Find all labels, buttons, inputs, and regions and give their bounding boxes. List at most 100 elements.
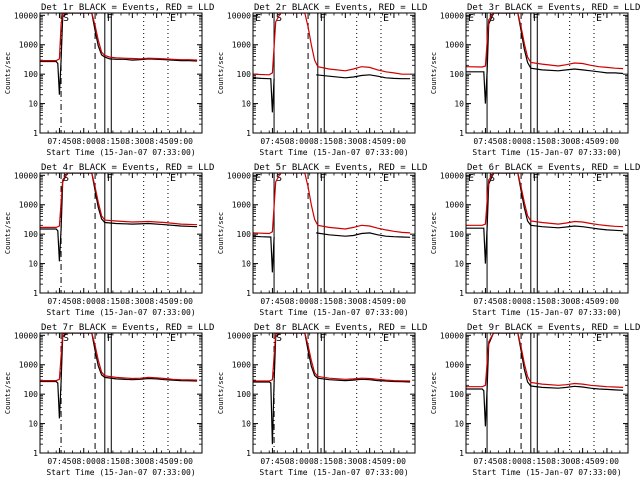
events-series-line (40, 333, 198, 419)
marker-label: S (489, 173, 495, 184)
x-tick-label: 08:15 (309, 137, 333, 146)
y-tick-label: 10000 (14, 331, 38, 340)
x-tick-label: 09:00 (595, 297, 619, 306)
plot-frame (39, 172, 203, 294)
lld-series-line (40, 173, 198, 228)
y-tick-label: 10000 (14, 11, 38, 20)
plot-frame (252, 12, 416, 134)
y-tick-label: 100 (450, 390, 465, 399)
y-tick-label: 10 (454, 420, 464, 429)
y-axis-label: Counts/sec (217, 372, 225, 414)
chart-title: Det 3r BLACK = Events, RED = LLD (467, 3, 640, 13)
events-series-line (40, 13, 198, 95)
chart-title: Det 8r BLACK = Events, RED = LLD (254, 323, 427, 333)
marker-label: F (107, 173, 113, 184)
x-tick-label: 08:45 (145, 297, 169, 306)
y-tick-label: 1 (459, 449, 464, 458)
y-tick-label: 10 (28, 260, 38, 269)
x-axis-label: Start Time (15-Jan-07 07:33:00) (259, 308, 408, 317)
y-tick-label: 100 (24, 390, 39, 399)
events-series-line (466, 13, 624, 104)
y-tick-label: 1000 (445, 361, 464, 370)
x-tick-label: 09:00 (382, 457, 406, 466)
y-axis-label: Counts/sec (4, 372, 12, 414)
x-tick-label: 09:00 (169, 137, 193, 146)
x-tick-label: 08:30 (546, 457, 570, 466)
lld-series-line (253, 13, 411, 76)
marker-label: E (383, 333, 389, 344)
marker-label: S (276, 333, 282, 344)
events-series-line (253, 333, 411, 445)
y-axis-label: Counts/sec (217, 52, 225, 94)
y-tick-label: 10000 (440, 171, 464, 180)
x-axis-label: Start Time (15-Jan-07 07:33:00) (259, 468, 408, 477)
y-tick-label: 10 (241, 260, 251, 269)
marker-label: S (489, 13, 495, 24)
y-tick-label: 1 (246, 449, 251, 458)
plot-frame (252, 332, 416, 454)
plot-frame (465, 332, 629, 454)
x-tick-label: 08:15 (522, 457, 546, 466)
events-series-line (40, 173, 198, 262)
x-tick-label: 07:45 (260, 297, 284, 306)
marker-label: E (468, 173, 474, 184)
y-tick-label: 1 (459, 289, 464, 298)
y-tick-label: 100 (450, 70, 465, 79)
chart-title: Det 2r BLACK = Events, RED = LLD (254, 3, 427, 13)
x-tick-label: 08:45 (571, 137, 595, 146)
y-axis-label: Counts/sec (4, 52, 12, 94)
marker-label: E (170, 13, 176, 24)
x-tick-label: 08:45 (571, 457, 595, 466)
events-series-line (253, 232, 411, 273)
marker-label: E (170, 333, 176, 344)
x-tick-label: 09:00 (595, 457, 619, 466)
x-axis-label: Start Time (15-Jan-07 07:33:00) (46, 468, 195, 477)
y-tick-label: 100 (237, 230, 252, 239)
x-tick-label: 08:45 (358, 297, 382, 306)
x-tick-label: 08:30 (333, 297, 357, 306)
chart-panel-8: Det 8r BLACK = Events, RED = LLD Counts/s… (217, 323, 427, 477)
chart-panel-6: Det 6r BLACK = Events, RED = LLD Counts/s… (430, 163, 640, 317)
marker-label: E (255, 13, 261, 24)
x-tick-label: 07:45 (260, 457, 284, 466)
y-axis-label: Counts/sec (430, 212, 438, 254)
x-tick-label: 08:45 (358, 137, 382, 146)
y-tick-label: 1000 (232, 41, 251, 50)
x-axis-label: Start Time (15-Jan-07 07:33:00) (472, 468, 621, 477)
chart-panel-7: Det 7r BLACK = Events, RED = LLD Counts/s… (4, 323, 214, 477)
y-tick-label: 10000 (227, 11, 251, 20)
marker-label: S (63, 333, 69, 344)
x-tick-label: 08:30 (333, 457, 357, 466)
marker-label: E (255, 173, 261, 184)
x-tick-label: 07:45 (47, 457, 71, 466)
chart-title: Det 7r BLACK = Events, RED = LLD (41, 323, 214, 333)
y-tick-label: 10 (241, 100, 251, 109)
x-tick-label: 09:00 (169, 457, 193, 466)
x-tick-label: 08:15 (309, 297, 333, 306)
y-tick-label: 100 (450, 230, 465, 239)
x-tick-label: 07:45 (473, 457, 497, 466)
x-tick-label: 08:15 (96, 457, 120, 466)
y-tick-label: 1000 (445, 41, 464, 50)
marker-label: F (320, 333, 326, 344)
marker-label: E (596, 173, 602, 184)
x-axis-label: Start Time (15-Jan-07 07:33:00) (472, 148, 621, 157)
y-axis-label: Counts/sec (217, 212, 225, 254)
x-tick-label: 08:00 (72, 137, 96, 146)
x-tick-label: 08:45 (358, 457, 382, 466)
y-axis-label: Counts/sec (430, 52, 438, 94)
marker-label: F (320, 13, 326, 24)
lld-series-line (253, 173, 411, 235)
x-tick-label: 08:30 (546, 297, 570, 306)
y-tick-label: 10000 (440, 11, 464, 20)
x-tick-label: 07:45 (473, 297, 497, 306)
y-tick-label: 1000 (19, 41, 38, 50)
x-tick-label: 08:00 (498, 457, 522, 466)
x-axis-label: Start Time (15-Jan-07 07:33:00) (46, 148, 195, 157)
x-tick-label: 08:30 (120, 297, 144, 306)
x-tick-label: 08:45 (145, 457, 169, 466)
lld-series-line (466, 173, 624, 228)
marker-label: E (596, 13, 602, 24)
lld-series-line (466, 13, 624, 70)
x-tick-label: 08:15 (522, 137, 546, 146)
